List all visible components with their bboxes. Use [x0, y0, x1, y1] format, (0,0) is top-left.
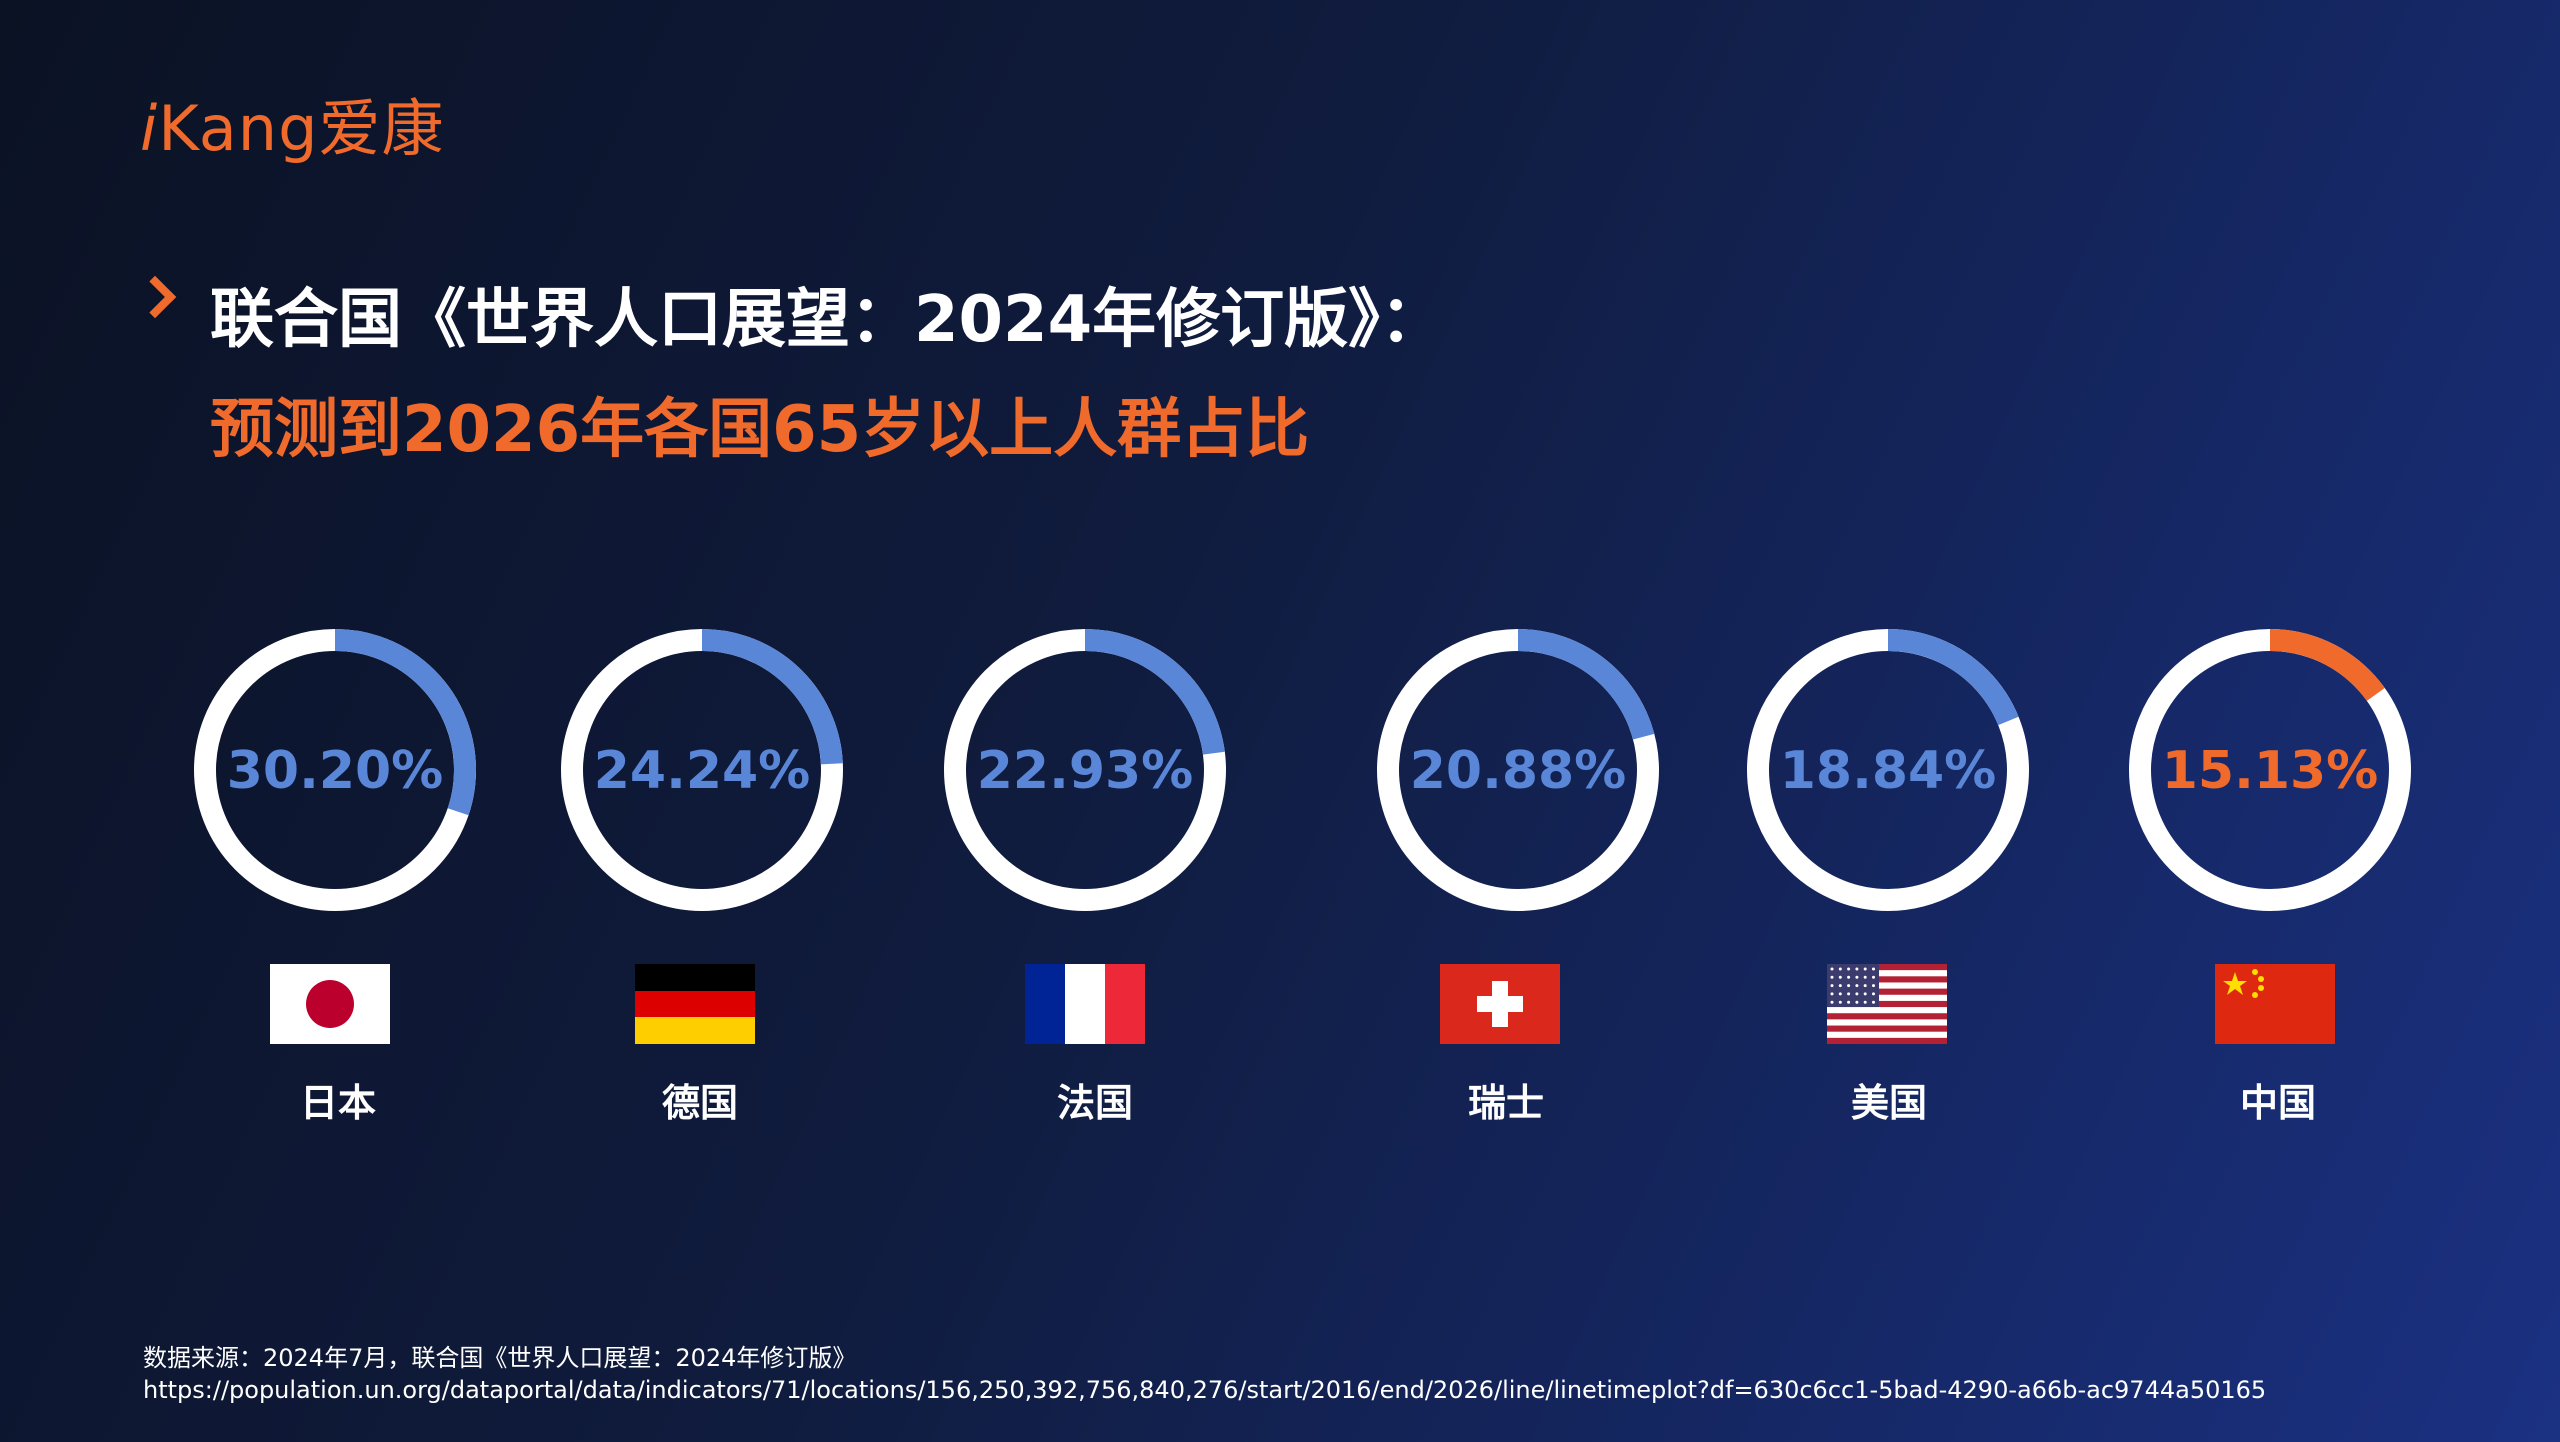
donut-arc — [1084, 629, 1225, 755]
country-label-switzerland: 瑞士 — [1467, 1081, 1544, 1125]
donut-3: 20.88% — [1377, 629, 1659, 911]
china-flag-icon — [2215, 964, 2335, 1044]
donut-2: 22.93% — [944, 629, 1226, 911]
france-flag-icon — [1025, 964, 1145, 1044]
switzerland-flag-icon — [1440, 964, 1560, 1044]
donut-arc — [334, 629, 476, 816]
ikang-logo: iKang爱康 — [140, 78, 444, 168]
donut-arc — [701, 629, 843, 765]
country-label-usa: 美国 — [1850, 1081, 1927, 1125]
donut-value-label: 18.84% — [1780, 741, 1997, 801]
donut-value-label: 24.24% — [594, 741, 811, 801]
donut-0: 30.20% — [194, 629, 476, 911]
donut-value-label: 20.88% — [1410, 741, 1627, 801]
title-line-1: 联合国《世界人口展望：2024年修订版》： — [210, 283, 1445, 357]
logo-main: Kang — [158, 92, 319, 165]
donut-value-label: 30.20% — [227, 741, 444, 801]
logo-cn: 爱康 — [318, 92, 445, 165]
donut-value-label: 15.13% — [2162, 741, 2379, 801]
data-source: 数据来源：2024年7月，联合国《世界人口展望：2024年修订版》 https:… — [143, 1342, 2266, 1406]
donut-4: 18.84% — [1747, 629, 2029, 911]
country-label-france: 法国 — [1056, 1081, 1133, 1125]
country-label-japan: 日本 — [299, 1081, 376, 1125]
donut-arc — [1887, 629, 2019, 726]
country-label-germany: 德国 — [661, 1081, 738, 1125]
japan-flag-icon — [270, 964, 390, 1044]
germany-flag-icon — [635, 964, 755, 1044]
logo-prefix: i — [140, 92, 159, 165]
title-line-2: 预测到2026年各国65岁以上人群占比 — [210, 393, 1310, 467]
donut-1: 24.24% — [561, 629, 843, 911]
usa-flag-icon — [1827, 964, 1947, 1044]
donut-arc — [1517, 629, 1655, 740]
country-label-china: 中国 — [2239, 1081, 2316, 1125]
source-text: 数据来源：2024年7月，联合国《世界人口展望：2024年修订版》 — [143, 1344, 857, 1372]
donut-5: 15.13% — [2129, 629, 2411, 911]
chevron-right-icon — [133, 275, 177, 319]
donut-value-label: 22.93% — [977, 741, 1194, 801]
donut-arc — [2269, 629, 2385, 702]
source-url[interactable]: https://population.un.org/dataportal/dat… — [143, 1376, 2267, 1404]
donut-chart: 30.20% 24.24% 22.93% 20.88% 18.84% 15.13% — [194, 629, 2411, 911]
